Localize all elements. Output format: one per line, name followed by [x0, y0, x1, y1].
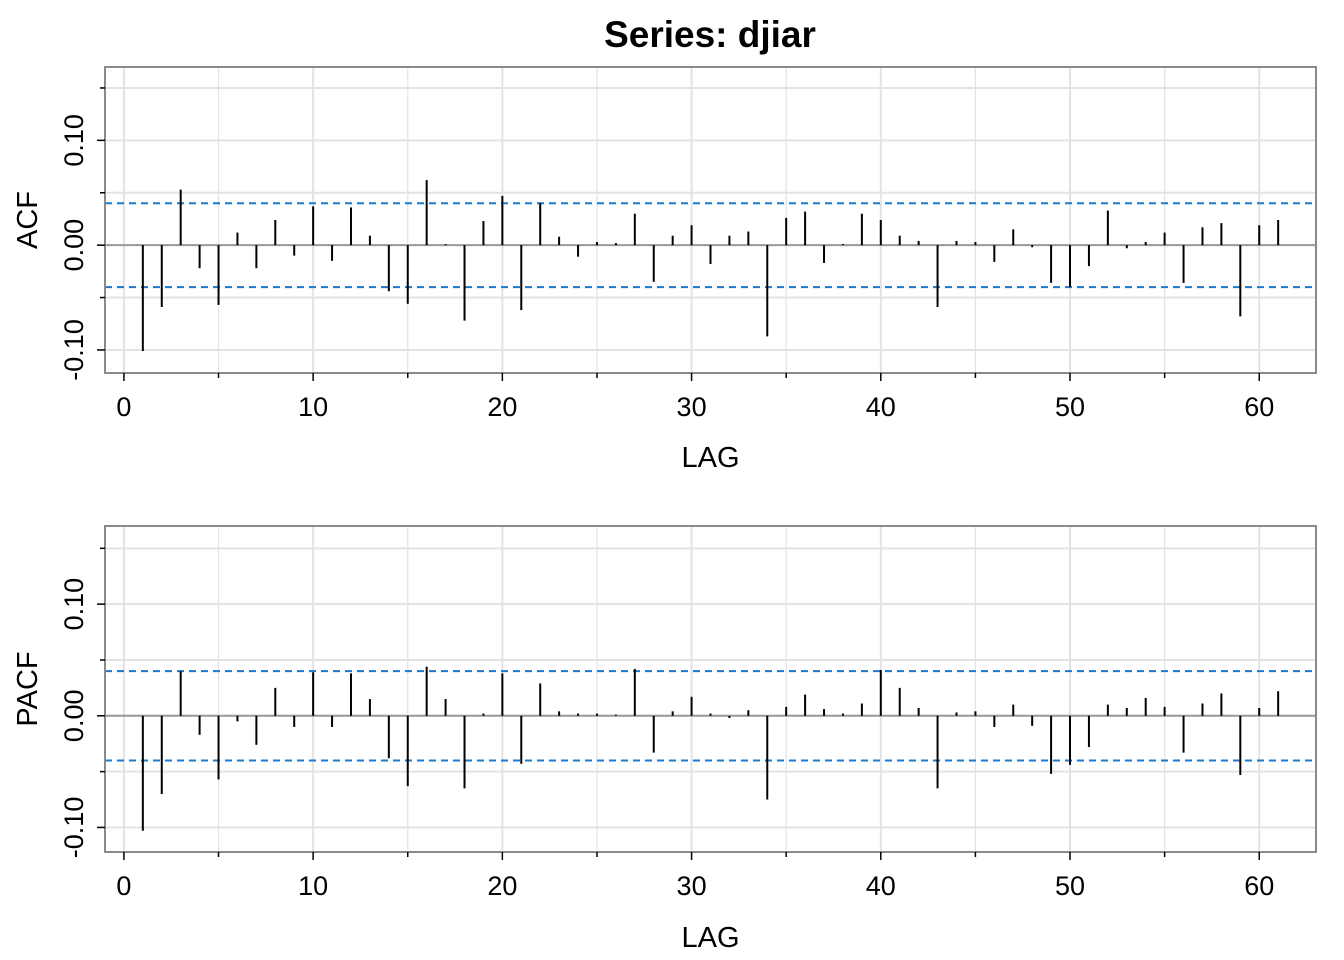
x-tick-label: 30	[677, 392, 707, 422]
plot-background	[105, 526, 1316, 852]
y-axis-label: PACF	[12, 651, 44, 726]
plot-frame	[104, 525, 1317, 853]
y-tick-label: -0.10	[59, 797, 89, 859]
x-tick-label: 50	[1055, 871, 1085, 901]
x-tick-label: 10	[298, 392, 328, 422]
figure-title: Series: djiar	[604, 14, 816, 55]
acf-panel: 0 10 20 30 40 50 60 -0.10 0.00 0.10 LAG ACF	[12, 66, 1317, 474]
x-axis-label: LAG	[681, 442, 739, 474]
x-tick-label: 30	[677, 871, 707, 901]
x-tick-label: 20	[487, 871, 517, 901]
plot-frame	[104, 66, 1317, 374]
y-tick-label: 0.10	[59, 578, 89, 631]
y-axis-label: ACF	[12, 191, 44, 249]
x-tick-label: 0	[116, 392, 131, 422]
y-tick-label: -0.10	[59, 319, 89, 381]
pacf-panel: 0 10 20 30 40 50 60 -0.10 0.00 0.10 LAG PACF	[12, 525, 1317, 954]
x-tick-label: 0	[116, 871, 131, 901]
x-tick-label: 40	[866, 392, 896, 422]
y-tick-label: 0.00	[59, 219, 89, 272]
y-tick-label: 0.00	[59, 690, 89, 743]
x-tick-label: 60	[1244, 392, 1274, 422]
x-axis-label: LAG	[681, 922, 739, 954]
plot-background	[105, 67, 1316, 373]
x-tick-label: 40	[866, 871, 896, 901]
x-tick-label: 20	[487, 392, 517, 422]
y-tick-label: 0.10	[59, 114, 89, 167]
x-tick-label: 10	[298, 871, 328, 901]
x-tick-label: 50	[1055, 392, 1085, 422]
x-tick-label: 60	[1244, 871, 1274, 901]
